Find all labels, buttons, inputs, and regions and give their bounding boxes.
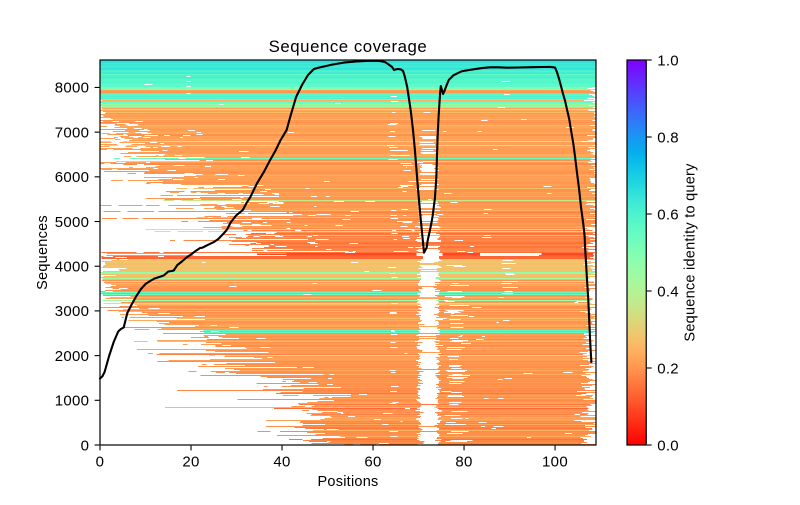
svg-text:0.4: 0.4 [657,283,679,300]
svg-text:0.2: 0.2 [657,360,679,377]
svg-text:40: 40 [273,454,290,471]
svg-text:Sequences: Sequences [35,215,51,290]
svg-text:0.8: 0.8 [657,129,679,146]
svg-text:8000: 8000 [55,80,90,97]
svg-text:0.0: 0.0 [657,437,679,454]
svg-text:100: 100 [542,454,568,471]
svg-text:Sequence identity to query: Sequence identity to query [682,163,698,342]
svg-text:2000: 2000 [55,348,90,365]
svg-text:0: 0 [96,454,105,471]
svg-text:1000: 1000 [55,393,90,410]
svg-text:20: 20 [182,454,199,471]
svg-text:Sequence coverage: Sequence coverage [269,37,428,56]
svg-text:60: 60 [364,454,381,471]
svg-text:0: 0 [81,437,90,454]
svg-text:Positions: Positions [317,474,378,490]
svg-text:5000: 5000 [55,214,90,231]
svg-text:3000: 3000 [55,303,90,320]
svg-text:1.0: 1.0 [657,52,679,69]
svg-text:7000: 7000 [55,124,90,141]
svg-text:4000: 4000 [55,259,90,276]
svg-text:80: 80 [455,454,472,471]
svg-text:0.6: 0.6 [657,206,679,223]
svg-text:6000: 6000 [55,169,90,186]
